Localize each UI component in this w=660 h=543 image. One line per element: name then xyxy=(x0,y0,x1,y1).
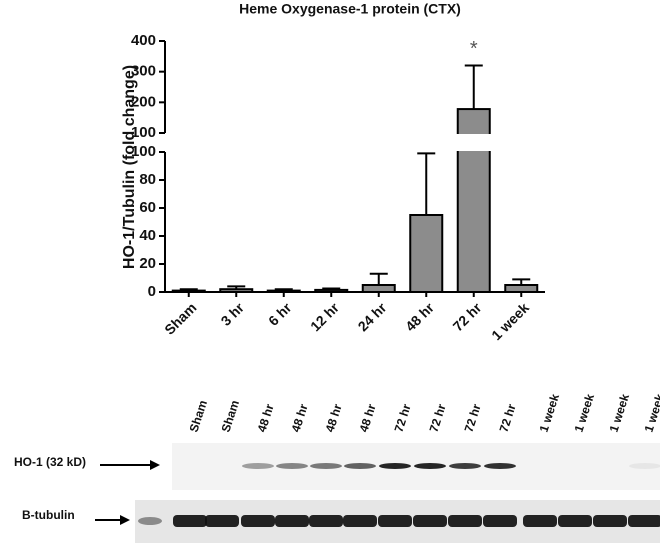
blot-band xyxy=(138,517,162,525)
bar xyxy=(219,288,254,294)
bar xyxy=(171,289,206,294)
x-tick-label: 12 hr xyxy=(307,299,342,334)
blot-band xyxy=(414,463,446,469)
x-tick-label: 48 hr xyxy=(402,299,437,334)
y-tick-label: 300 xyxy=(131,63,156,80)
blot-band xyxy=(241,515,275,527)
bar xyxy=(314,288,349,293)
x-tick-label: 6 hr xyxy=(265,299,295,329)
axis-break xyxy=(455,134,492,151)
blot-band xyxy=(483,515,517,527)
lane-label: 1 week xyxy=(607,392,633,434)
lane-label: 72 hr xyxy=(497,402,519,434)
lane-label: 1 week xyxy=(572,392,598,434)
blot-band xyxy=(378,515,412,527)
row-label: B-tubulin xyxy=(22,508,75,522)
x-tick-label: Sham xyxy=(161,299,199,337)
y-tick-label: 0 xyxy=(148,283,156,300)
lane-label: 48 hr xyxy=(323,402,345,434)
y-tick-label: 100 xyxy=(131,124,156,141)
arrow-head xyxy=(120,515,130,525)
bar xyxy=(361,284,396,293)
row-label: HO-1 (32 kD) xyxy=(14,455,86,469)
lane-label: 1 week xyxy=(642,392,660,434)
blot-band xyxy=(558,515,592,527)
blot-band xyxy=(629,463,660,469)
blot-band xyxy=(275,515,309,527)
y-tick-label: 100 xyxy=(131,143,156,160)
chart-title: Heme Oxygenase-1 protein (CTX) xyxy=(239,1,461,17)
x-tick-label: 24 hr xyxy=(355,299,390,334)
y-tick-label: 20 xyxy=(139,255,156,272)
blot-band xyxy=(205,515,239,527)
blot-band xyxy=(484,463,516,469)
blot-band xyxy=(593,515,627,527)
blot-band xyxy=(343,515,377,527)
blot-band xyxy=(628,515,660,527)
blot-band xyxy=(448,515,482,527)
lane-label: 72 hr xyxy=(427,402,449,434)
lane-label: 72 hr xyxy=(392,402,414,434)
lane-label: 72 hr xyxy=(462,402,484,434)
lane-label: Sham xyxy=(219,398,242,433)
y-tick-label: 200 xyxy=(131,93,156,110)
lane-label: 48 hr xyxy=(255,402,277,434)
y-axis-label: HO-1/Tubulin (fold change) xyxy=(121,65,138,269)
y-tick-label: 400 xyxy=(131,32,156,49)
blot-band xyxy=(523,515,557,527)
bar xyxy=(409,214,444,293)
x-tick-label: 72 hr xyxy=(450,299,485,334)
bar xyxy=(266,289,301,294)
blot-band xyxy=(173,515,207,527)
lane-label: 48 hr xyxy=(289,402,311,434)
y-tick-label: 40 xyxy=(139,227,156,244)
blot-band xyxy=(242,463,274,469)
blot-band xyxy=(276,463,308,469)
annotation: * xyxy=(470,38,478,60)
blot-band xyxy=(449,463,481,469)
y-tick-label: 80 xyxy=(139,171,156,188)
y-tick-label: 60 xyxy=(139,199,156,216)
blot-band xyxy=(413,515,447,527)
x-tick-label: 3 hr xyxy=(218,299,248,329)
arrow-head xyxy=(150,460,160,470)
blot-band xyxy=(310,463,342,469)
lane-label: 48 hr xyxy=(357,402,379,434)
lane-label: Sham xyxy=(187,398,210,433)
blot-band xyxy=(309,515,343,527)
x-tick-label: 1 week xyxy=(488,299,532,343)
bar xyxy=(504,284,539,293)
blot-band xyxy=(379,463,411,469)
lane-label: 1 week xyxy=(537,392,563,434)
blot-band xyxy=(344,463,376,469)
